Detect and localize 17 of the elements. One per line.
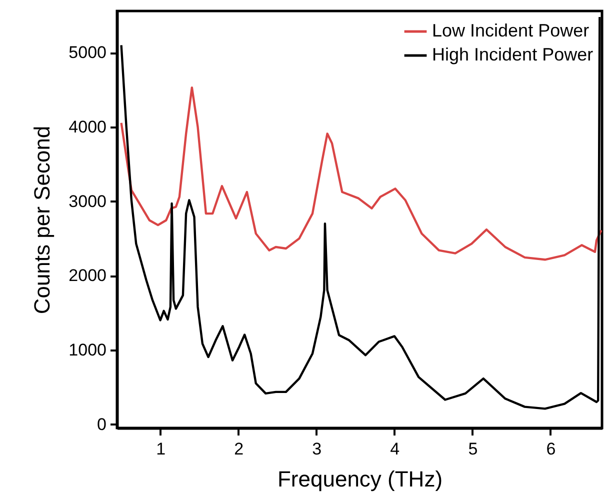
- legend-label: High Incident Power: [432, 44, 594, 64]
- y-tick-label: 5000: [68, 43, 106, 62]
- x-tick-label: 2: [234, 440, 244, 458]
- y-tick-label: 4000: [68, 117, 106, 136]
- x-axis-title: Frequency (THz): [277, 466, 443, 492]
- y-tick-label: 3000: [68, 192, 106, 211]
- y-tick-label: 2000: [68, 266, 106, 286]
- x-tick-label: 5: [468, 440, 478, 458]
- y-axis-title: Counts per Second: [30, 126, 55, 314]
- line-series: [120, 86, 602, 261]
- legend-label: Low Incident Power: [432, 20, 590, 40]
- x-tick-label: 4: [390, 440, 400, 458]
- y-tick-label: 1000: [68, 340, 106, 360]
- y-tick-label: 0: [97, 414, 106, 434]
- x-tick-label: 1: [156, 440, 166, 458]
- x-tick-label: 3: [312, 440, 322, 458]
- x-tick-label: 6: [546, 440, 556, 458]
